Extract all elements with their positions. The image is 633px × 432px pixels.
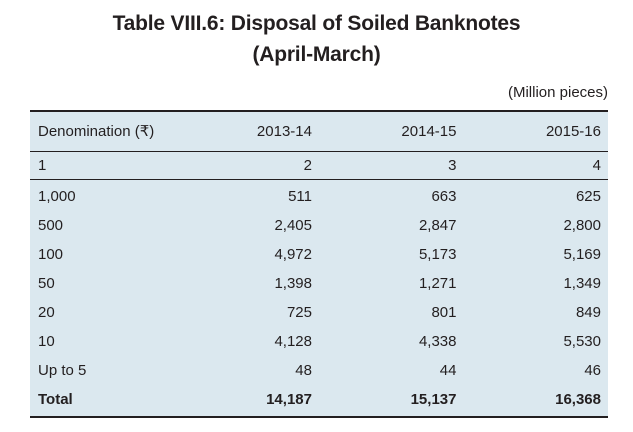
column-header-row: Denomination (₹) 2013-14 2014-15 2015-16	[30, 111, 608, 152]
cell-value: 1,398	[274, 275, 312, 292]
cell-denomination: 20	[38, 304, 55, 321]
table-row-10: 10 4,128 4,338 5,530	[30, 327, 608, 356]
cell-value: 801	[431, 304, 457, 321]
table-row-50: 50 1,398 1,271 1,349	[30, 269, 608, 298]
cell-value: 48	[295, 362, 312, 379]
cell-value: 16,368	[555, 391, 601, 408]
column-number-4: 4	[463, 151, 608, 180]
cell-value: 2,847	[418, 217, 457, 234]
cell-value: 1,271	[418, 275, 457, 292]
cell-value: 5,530	[563, 333, 601, 350]
table-title-line-2: (April-March)	[252, 43, 381, 66]
column-header-2014-15: 2014-15	[318, 111, 464, 152]
cell-value: 5,169	[563, 246, 601, 263]
cell-value: 4,128	[274, 333, 312, 350]
cell-value: 44	[439, 362, 457, 379]
cell-value: 15,137	[410, 391, 457, 408]
column-number-1: 1	[30, 151, 233, 180]
cell-value: 14,187	[266, 391, 312, 408]
cell-value: 4,972	[274, 246, 312, 263]
column-number-row: 1 2 3 4	[30, 151, 608, 180]
column-header-2015-16: 2015-16	[463, 111, 608, 152]
column-header-denomination: Denomination (₹)	[30, 111, 233, 152]
column-number-3: 3	[318, 151, 464, 180]
table-row-1000: 1,000 511 663 625	[30, 180, 608, 212]
table-row-20: 20 725 801 849	[30, 298, 608, 327]
cell-denomination: Total	[38, 391, 73, 408]
table-row-500: 500 2,405 2,847 2,800	[30, 211, 608, 240]
cell-denomination: Up to 5	[38, 362, 87, 379]
column-number-2: 2	[232, 151, 319, 180]
cell-value: 5,173	[418, 246, 457, 263]
cell-value: 2,405	[274, 217, 312, 234]
cell-value: 1,349	[563, 275, 601, 292]
cell-denomination: 50	[38, 275, 55, 292]
table-row-up-to-5: Up to 5 48 44 46	[30, 356, 608, 385]
cell-value: 663	[431, 188, 457, 205]
cell-value: 725	[286, 304, 312, 321]
table-title-line-1: Table VIII.6: Disposal of Soiled Banknot…	[112, 12, 521, 35]
banknote-disposal-table: Denomination (₹) 2013-14 2014-15 2015-16…	[30, 110, 608, 418]
cell-value: 625	[575, 188, 601, 205]
table-section: (Million pieces) Denomination (₹) 2013-1…	[30, 84, 608, 418]
cell-denomination: 500	[38, 217, 64, 234]
table-row-total: Total 14,187 15,137 16,368	[30, 385, 608, 417]
table-title: Table VIII.6: Disposal of Soiled Banknot…	[0, 8, 633, 70]
cell-value: 2,800	[563, 217, 601, 234]
cell-denomination: 100	[38, 246, 64, 263]
cell-denomination: 10	[38, 333, 55, 350]
cell-value: 46	[584, 362, 601, 379]
column-header-2013-14: 2013-14	[232, 111, 319, 152]
unit-note: (Million pieces)	[507, 84, 608, 101]
cell-denomination: 1,000	[38, 188, 76, 205]
cell-value: 511	[288, 188, 312, 205]
table-row-100: 100 4,972 5,173 5,169	[30, 240, 608, 269]
cell-value: 4,338	[418, 333, 457, 350]
cell-value: 849	[575, 304, 601, 321]
